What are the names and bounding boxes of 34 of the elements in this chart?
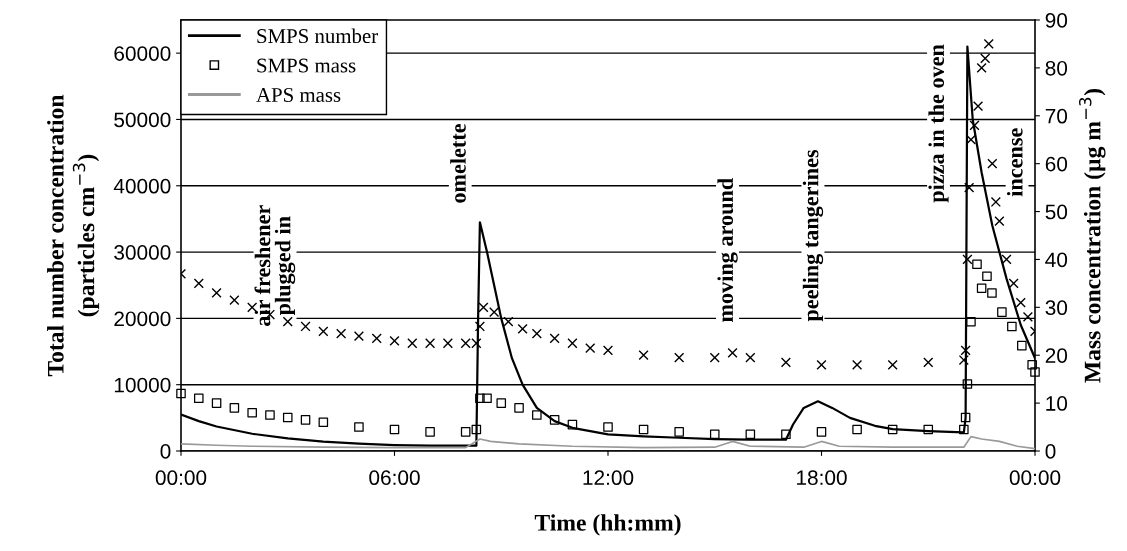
y2-tick-label: 70 <box>1045 108 1068 124</box>
y2-tick-label: 30 <box>1045 300 1068 316</box>
y2-tick-label: 0 <box>1045 444 1056 459</box>
legend-label: APS mass <box>256 87 341 102</box>
x-tick-label: 06:00 <box>369 470 420 486</box>
annotation: pizza in the oven <box>928 44 949 203</box>
y2-tick-label: 10 <box>1046 396 1068 411</box>
y-tick-label: 40000 <box>113 178 171 194</box>
x-tick-label: 18:00 <box>797 470 847 486</box>
annotation: peeling tangerines <box>802 149 824 322</box>
y2-tick-label: 80 <box>1045 60 1068 76</box>
legend-label: SMPS mass <box>257 58 356 73</box>
x-tick-label: 00:00 <box>155 470 207 486</box>
x-tick-label: 12:00 <box>583 470 634 486</box>
y2-tick-label: 40 <box>1045 252 1068 268</box>
y-tick-label: 0 <box>160 444 171 459</box>
y-tick-label: 10000 <box>114 377 171 393</box>
y-axis-title: Total number concentration (particles cm$^{−3}$) <box>47 94 100 377</box>
annotation: moving around <box>717 178 738 322</box>
y-tick-label: 20000 <box>114 311 171 327</box>
y2-tick-label: 60 <box>1045 156 1068 172</box>
x-tick-label: 00:00 <box>1009 470 1061 486</box>
x-axis-title: Time (hh:mm) <box>534 514 681 536</box>
annotation: incense <box>1006 128 1023 197</box>
y2-tick-label: 90 <box>1045 13 1068 28</box>
annotation: omelette <box>450 124 466 203</box>
legend-label: SMPS number <box>257 28 378 44</box>
y2-tick-label: 50 <box>1045 204 1068 220</box>
y2-axis-title: Mass concentration (µg m$^{−3}$) <box>1079 89 1106 383</box>
y-tick-label: 50000 <box>114 112 171 128</box>
y-tick-label: 30000 <box>114 245 171 260</box>
y2-tick-label: 20 <box>1045 348 1068 363</box>
y-tick-label: 60000 <box>114 46 171 61</box>
annotation: air freshener plugged in <box>254 205 296 326</box>
